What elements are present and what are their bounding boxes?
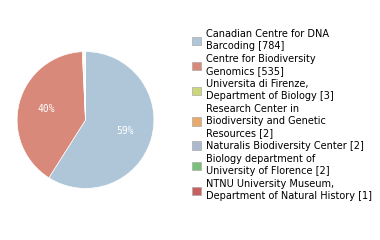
Wedge shape xyxy=(84,52,86,120)
Legend: Canadian Centre for DNA
Barcoding [784], Centre for Biodiversity
Genomics [535],: Canadian Centre for DNA Barcoding [784],… xyxy=(189,26,375,204)
Text: 40%: 40% xyxy=(37,104,55,114)
Wedge shape xyxy=(82,52,86,120)
Wedge shape xyxy=(83,52,86,120)
Text: 59%: 59% xyxy=(116,126,134,136)
Wedge shape xyxy=(49,52,154,188)
Wedge shape xyxy=(84,52,86,120)
Wedge shape xyxy=(17,52,85,178)
